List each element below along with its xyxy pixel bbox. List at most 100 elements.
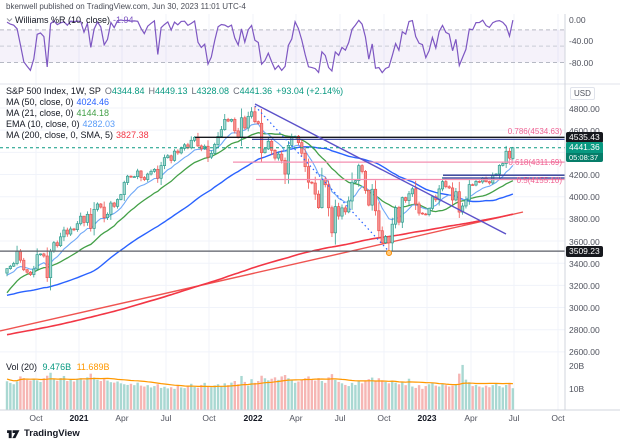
volume-bar	[501, 387, 504, 410]
volume-bar	[491, 385, 494, 410]
candle-body	[72, 228, 76, 231]
candle-body	[477, 181, 481, 183]
volume-bar	[129, 383, 133, 410]
candle-body	[236, 130, 240, 138]
candle-body	[420, 212, 424, 215]
volume-legend-label: Vol (20)	[6, 362, 38, 372]
candle-body	[507, 150, 512, 159]
candle-body	[92, 208, 96, 229]
volume-bar	[203, 382, 206, 410]
candle-body	[377, 210, 381, 232]
tradingview-brand-text: TradingView	[24, 428, 80, 439]
volume-bar	[180, 387, 183, 410]
volume-bar	[190, 383, 193, 410]
candle-body	[65, 229, 69, 235]
volume-bar	[59, 378, 62, 410]
volume-ma-line	[6, 377, 513, 388]
time-tick-label: 2022	[243, 413, 263, 423]
candle-body	[410, 188, 414, 195]
volume-bar	[454, 384, 458, 410]
ma-legend-row[interactable]: MA (50, close, 0) 4024.46	[6, 97, 109, 107]
volume-bar	[216, 384, 220, 410]
candle-body	[38, 253, 43, 256]
currency-chip: USD	[570, 87, 595, 100]
volume-bar	[106, 380, 109, 410]
volume-bar	[270, 378, 273, 410]
low-marker-circle	[386, 250, 392, 256]
volume-bar	[401, 381, 404, 410]
candle-body	[283, 159, 287, 175]
volume-bar	[290, 380, 293, 410]
candle-body	[430, 196, 435, 209]
candle-body	[15, 250, 19, 264]
price-line-label: 3509.23	[566, 245, 603, 257]
candle-body	[146, 173, 150, 180]
volume-bar	[273, 377, 277, 410]
symbol-legend-row[interactable]: S&P 500 Index, 1W, SP O4344.84 H4449.13 L43…	[6, 86, 343, 96]
volume-current-value: 9.476B	[42, 362, 72, 372]
volume-bar	[461, 364, 464, 410]
candle-body	[337, 206, 341, 217]
volume-bar	[76, 378, 79, 410]
time-tick-label: Jul	[160, 413, 172, 423]
candle-body	[497, 165, 502, 175]
candle-body	[209, 152, 213, 158]
ohlc-part: 4344.84	[111, 86, 145, 96]
volume-bar	[15, 381, 19, 410]
volume-bar	[337, 381, 340, 410]
time-tick-label: Oct	[29, 413, 43, 423]
candle-body	[196, 137, 200, 147]
volume-bar	[307, 376, 310, 410]
ohlc-part: 4449.13	[154, 86, 188, 96]
williams-r-line	[6, 19, 514, 74]
candle-body	[280, 153, 284, 161]
volume-bar	[247, 385, 250, 410]
candle-body	[149, 170, 153, 175]
candle-body	[306, 166, 311, 183]
candle-body	[18, 250, 22, 261]
ma-legend-row[interactable]: MA (21, close, 0) 4144.18	[6, 108, 109, 118]
volume-bar	[32, 378, 35, 410]
volume-bar	[417, 385, 421, 410]
volume-bar	[404, 385, 407, 410]
volume-bar	[431, 382, 434, 410]
volume-bar	[468, 382, 471, 410]
volume-bar	[421, 388, 424, 410]
volume-bar	[424, 386, 427, 410]
ma-legend-row[interactable]: MA (200, close, 0, SMA, 5) 3827.38	[6, 130, 149, 140]
candle-body	[32, 268, 36, 275]
price-tick-label: 4000.00	[569, 192, 600, 203]
candle-body	[471, 184, 475, 186]
volume-bar	[407, 378, 411, 410]
volume-bar	[354, 384, 357, 410]
candle-body	[384, 236, 388, 244]
volume-bar	[183, 388, 186, 410]
volume-bar	[79, 378, 82, 410]
volume-bar	[99, 381, 102, 410]
attribution-text: bkenwell published on TradingView.com, J…	[6, 2, 246, 11]
ma-legend-row[interactable]: EMA (10, close, 0) 4282.03	[6, 119, 115, 129]
candle-body	[189, 139, 193, 149]
candle-body	[451, 187, 455, 201]
tradingview-attribution[interactable]: TradingView	[7, 428, 80, 439]
candle-body	[239, 117, 244, 138]
candle-body	[290, 136, 294, 146]
candle-body	[82, 215, 86, 223]
candle-body	[427, 207, 431, 215]
volume-bar	[478, 386, 481, 410]
volume-bar	[387, 383, 391, 410]
volume-legend-row[interactable]: Vol (20) 9.476B 11.689B	[6, 362, 109, 372]
wpr-tick-label: 0.00	[569, 14, 586, 25]
candle-body	[404, 197, 408, 201]
candle-body	[8, 265, 12, 269]
volume-bar	[96, 379, 99, 410]
volume-bar	[136, 382, 139, 410]
volume-ma-value: 11.689B	[76, 362, 110, 372]
ma-legend-part: 4144.18	[76, 108, 110, 118]
candle-body	[176, 150, 180, 154]
indicator-legend-williams[interactable]: Williams %R (10, close) -1.94	[6, 15, 134, 25]
volume-bar	[280, 376, 283, 410]
volume-bar	[133, 385, 136, 410]
candle-body	[253, 111, 257, 122]
